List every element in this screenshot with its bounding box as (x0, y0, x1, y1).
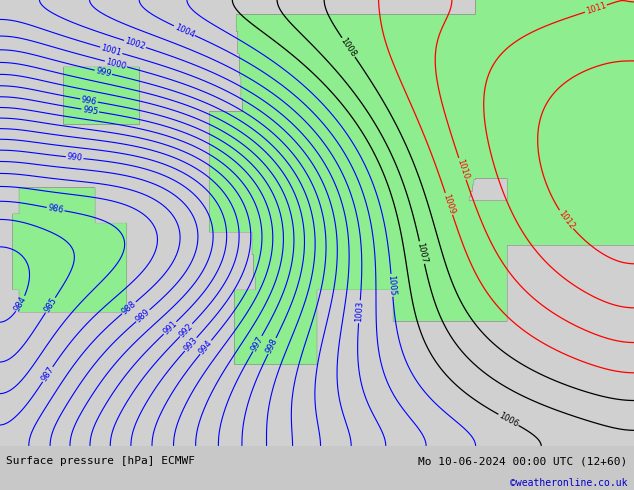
Text: 1000: 1000 (105, 57, 127, 71)
Text: 1001: 1001 (100, 43, 122, 57)
Text: Mo 10-06-2024 00:00 UTC (12+60): Mo 10-06-2024 00:00 UTC (12+60) (418, 456, 628, 466)
Text: Surface pressure [hPa] ECMWF: Surface pressure [hPa] ECMWF (6, 456, 195, 466)
Text: 991: 991 (161, 319, 179, 337)
Text: ©weatheronline.co.uk: ©weatheronline.co.uk (510, 478, 628, 489)
Text: 990: 990 (67, 152, 83, 163)
Text: 993: 993 (182, 336, 199, 353)
Text: 1003: 1003 (354, 301, 365, 322)
Text: 1005: 1005 (387, 274, 398, 296)
Text: 1010: 1010 (455, 157, 470, 180)
Text: 1011: 1011 (585, 1, 607, 16)
Text: 984: 984 (13, 294, 29, 313)
Text: 1009: 1009 (441, 193, 456, 215)
Text: 987: 987 (39, 365, 56, 384)
Text: 1007: 1007 (415, 241, 429, 264)
Text: 995: 995 (82, 105, 99, 116)
Text: 994: 994 (197, 338, 214, 356)
Text: 998: 998 (264, 337, 280, 355)
Text: 989: 989 (134, 307, 152, 324)
Text: 985: 985 (42, 296, 58, 314)
Text: 1006: 1006 (497, 411, 520, 429)
Text: 992: 992 (178, 321, 195, 339)
Text: 999: 999 (94, 66, 112, 78)
Text: 988: 988 (120, 299, 138, 317)
Text: 996: 996 (81, 95, 98, 106)
Text: 986: 986 (47, 203, 64, 215)
Text: 997: 997 (250, 335, 265, 353)
Text: 1002: 1002 (124, 36, 146, 51)
Text: 1008: 1008 (339, 36, 358, 59)
Text: 1004: 1004 (173, 22, 196, 39)
Text: 1012: 1012 (556, 209, 576, 231)
